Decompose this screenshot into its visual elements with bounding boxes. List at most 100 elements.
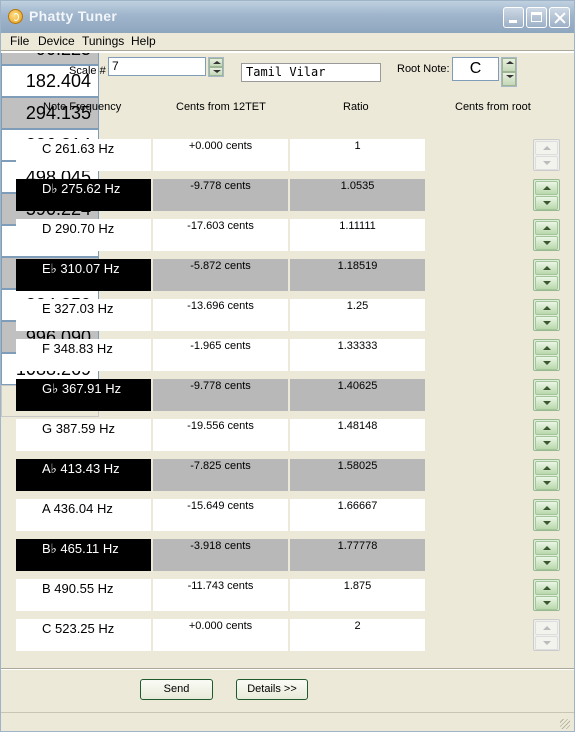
decrement-button[interactable] (535, 316, 558, 330)
cents-12tet-cell: -17.603 cents (153, 219, 288, 251)
note-frequency-cell: C 261.63 Hz (16, 139, 151, 171)
title-bar[interactable]: Phatty Tuner (1, 1, 574, 33)
resize-grip-icon[interactable] (560, 719, 570, 729)
cents-12tet-cell: -1.965 cents (153, 339, 288, 371)
window-title: Phatty Tuner (29, 8, 118, 24)
note-frequency-cell: E♭ 310.07 Hz (16, 259, 151, 291)
scale-up-button[interactable] (209, 58, 223, 67)
menu-bar: File Device Tunings Help (1, 33, 574, 50)
root-note-spinner[interactable] (501, 57, 517, 87)
ratio-cell: 1.18519 (290, 259, 425, 291)
decrement-button[interactable] (535, 236, 558, 250)
details-button[interactable]: Details >> (236, 679, 308, 700)
cents-root-spinner[interactable] (533, 419, 560, 451)
menu-divider (1, 50, 574, 53)
cents-12tet-cell: +0.000 cents (153, 619, 288, 651)
menu-tunings[interactable]: Tunings (82, 34, 125, 48)
note-frequency-cell: G 387.59 Hz (16, 419, 151, 451)
ratio-cell: 1 (290, 139, 425, 171)
ratio-cell: 1.875 (290, 579, 425, 611)
increment-button[interactable] (535, 221, 558, 235)
cents-from-root-field[interactable]: 294.135 (1, 97, 99, 129)
cents-root-spinner (533, 139, 560, 171)
menu-file[interactable]: File (10, 34, 30, 48)
decrement-button[interactable] (535, 596, 558, 610)
root-note-input[interactable]: C (452, 57, 499, 81)
ratio-cell: 1.25 (290, 299, 425, 331)
ratio-cell: 2 (290, 619, 425, 651)
decrement-button[interactable] (535, 396, 558, 410)
cents-root-spinner[interactable] (533, 379, 560, 411)
decrement-button[interactable] (535, 356, 558, 370)
menu-help[interactable]: Help (131, 34, 156, 48)
note-frequency-cell: C 523.25 Hz (16, 619, 151, 651)
increment-button[interactable] (535, 181, 558, 195)
increment-button[interactable] (535, 421, 558, 435)
decrement-button[interactable] (535, 276, 558, 290)
cents-12tet-cell: +0.000 cents (153, 139, 288, 171)
note-frequency-cell: B 490.55 Hz (16, 579, 151, 611)
note-frequency-cell: A 436.04 Hz (16, 499, 151, 531)
increment-button (535, 621, 558, 635)
scale-input[interactable]: 7 (108, 57, 206, 76)
cents-root-spinner[interactable] (533, 219, 560, 251)
cents-12tet-cell: -13.696 cents (153, 299, 288, 331)
app-logo-icon (8, 9, 23, 24)
cents-12tet-cell: -9.778 cents (153, 179, 288, 211)
root-note-label: Root Note: (397, 63, 450, 75)
increment-button (535, 141, 558, 155)
decrement-button (535, 636, 558, 650)
decrement-button[interactable] (535, 516, 558, 530)
decrement-button[interactable] (535, 556, 558, 570)
cents-12tet-cell: -11.743 cents (153, 579, 288, 611)
increment-button[interactable] (535, 261, 558, 275)
increment-button[interactable] (535, 541, 558, 555)
minimize-button[interactable] (503, 7, 524, 28)
decrement-button (535, 156, 558, 170)
cents-root-spinner[interactable] (533, 539, 560, 571)
header-cents-root: Cents from root (455, 101, 531, 113)
tuning-name-field[interactable]: Tamil Vilar (241, 63, 381, 82)
ratio-cell: 1.58025 (290, 459, 425, 491)
note-frequency-cell: E 327.03 Hz (16, 299, 151, 331)
cents-root-spinner[interactable] (533, 299, 560, 331)
header-cents-12tet: Cents from 12TET (176, 101, 266, 113)
decrement-button[interactable] (535, 476, 558, 490)
increment-button[interactable] (535, 341, 558, 355)
increment-button[interactable] (535, 581, 558, 595)
menu-device[interactable]: Device (38, 34, 75, 48)
close-button[interactable] (549, 7, 570, 28)
increment-button[interactable] (535, 301, 558, 315)
root-down-button[interactable] (502, 72, 516, 86)
increment-button[interactable] (535, 501, 558, 515)
scale-down-button[interactable] (209, 67, 223, 76)
increment-button[interactable] (535, 381, 558, 395)
note-frequency-cell: A♭ 413.43 Hz (16, 459, 151, 491)
root-up-button[interactable] (502, 58, 516, 72)
send-button[interactable]: Send (140, 679, 213, 700)
scale-label: Scale # (69, 65, 106, 77)
status-bar (1, 712, 574, 732)
note-frequency-cell: G♭ 367.91 Hz (16, 379, 151, 411)
cents-12tet-cell: -5.872 cents (153, 259, 288, 291)
cents-from-root-field[interactable]: 182.404 (1, 65, 99, 97)
ratio-cell: 1.48148 (290, 419, 425, 451)
cents-root-spinner[interactable] (533, 339, 560, 371)
cents-root-spinner[interactable] (533, 579, 560, 611)
decrement-button[interactable] (535, 196, 558, 210)
cents-12tet-cell: -3.918 cents (153, 539, 288, 571)
ratio-cell: 1.33333 (290, 339, 425, 371)
cents-root-spinner[interactable] (533, 499, 560, 531)
ratio-cell: 1.0535 (290, 179, 425, 211)
maximize-button[interactable] (526, 7, 547, 28)
ratio-cell: 1.77778 (290, 539, 425, 571)
note-frequency-cell: D♭ 275.62 Hz (16, 179, 151, 211)
cents-12tet-cell: -15.649 cents (153, 499, 288, 531)
scale-spinner[interactable] (208, 57, 224, 77)
cents-root-spinner[interactable] (533, 259, 560, 291)
cents-root-spinner[interactable] (533, 459, 560, 491)
cents-root-spinner[interactable] (533, 179, 560, 211)
increment-button[interactable] (535, 461, 558, 475)
tuning-table: C 261.63 Hz+0.000 cents10.000D♭ 275.62 H… (1, 1, 574, 651)
decrement-button[interactable] (535, 436, 558, 450)
